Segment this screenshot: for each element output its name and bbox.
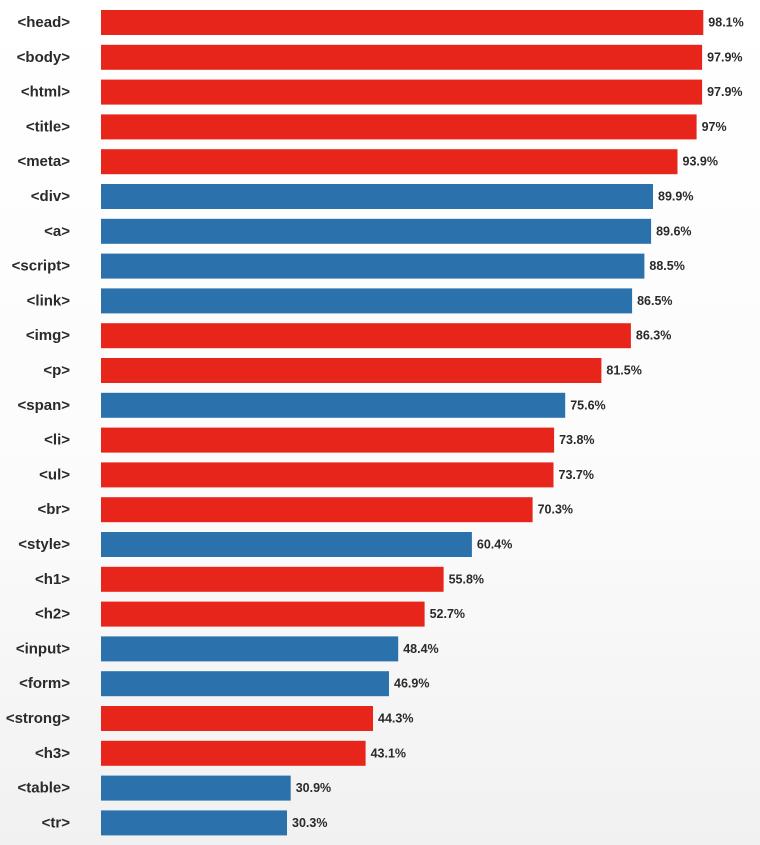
value-label-head: 98.1% [708,16,743,30]
value-label-h2: 52.7% [430,607,465,621]
bar-h1 [101,566,444,592]
bar-li [101,427,555,453]
category-label-input: <input> [16,640,70,657]
bar-div [101,184,653,209]
category-label-form: <form> [19,675,70,692]
bar-br [101,497,533,523]
bar-meta [101,149,678,175]
value-label-style: 60.4% [477,538,512,552]
category-label-span: <span> [17,397,70,414]
category-label-p: <p> [43,362,70,379]
category-label-img: <img> [26,327,70,344]
value-label-body: 97.9% [707,50,742,64]
value-label-tr: 30.3% [292,816,327,830]
category-label-style: <style> [18,536,70,553]
bar-a [101,218,652,244]
value-label-strong: 44.3% [378,712,413,726]
category-label-link: <link> [27,292,71,309]
value-label-title: 97% [702,120,727,134]
category-label-div: <div> [31,188,70,205]
value-label-br: 70.3% [538,503,573,517]
bar-strong [101,706,373,731]
category-label-h2: <h2> [35,606,70,623]
bar-img [101,323,631,349]
bar-html [101,79,703,105]
bar-h2 [101,601,425,627]
category-label-script: <script> [12,258,71,275]
value-label-h3: 43.1% [371,746,406,760]
bar-span [101,392,566,418]
bar-input [101,636,399,662]
category-label-ul: <ul> [39,466,70,483]
category-label-a: <a> [44,223,70,240]
value-label-meta: 93.9% [683,155,718,169]
bar-title [101,114,697,140]
value-label-span: 75.6% [570,398,605,412]
value-label-a: 89.6% [656,224,691,238]
category-label-li: <li> [44,432,70,449]
value-label-li: 73.8% [559,433,594,447]
value-label-script: 88.5% [649,259,684,273]
bar-head [101,10,704,35]
category-labels: <head> <body> <html> <title> <meta> <div> <a> <… [6,14,70,831]
category-label-meta: <meta> [17,153,70,170]
category-label-tr: <tr> [42,814,71,831]
value-label-form: 46.9% [394,677,429,691]
value-label-table: 30.9% [296,781,331,795]
bar-script [101,253,645,279]
value-label-ul: 73.7% [559,468,594,482]
value-label-p: 81.5% [606,364,641,378]
bar-ul [101,462,554,488]
category-label-br: <br> [37,501,70,518]
value-label-img: 86.3% [636,329,671,343]
bar-p [101,358,602,383]
bar-form [101,671,389,697]
value-label-link: 86.5% [637,294,672,308]
category-label-body: <body> [17,49,71,66]
value-label-input: 48.4% [403,642,438,656]
bar-tr [101,810,287,836]
category-label-h1: <h1> [35,571,70,588]
bar-link [101,288,633,314]
bar-body [101,44,703,70]
category-label-head: <head> [17,14,70,31]
value-labels: 98.1% 97.9% 97.9% 97% 93.9% 89.9% 89.6% 88.5% 86… [292,16,744,830]
category-label-title: <title> [26,118,70,135]
bar-h3 [101,740,366,766]
category-label-strong: <strong> [6,710,70,727]
value-label-html: 97.9% [707,85,742,99]
bar-table [101,775,291,801]
value-label-div: 89.9% [658,190,693,204]
category-label-table: <table> [17,780,70,797]
value-label-h1: 55.8% [449,572,484,586]
category-label-html: <html> [21,84,70,101]
bars [101,10,704,836]
bar-style [101,532,472,557]
category-label-h3: <h3> [35,745,70,762]
